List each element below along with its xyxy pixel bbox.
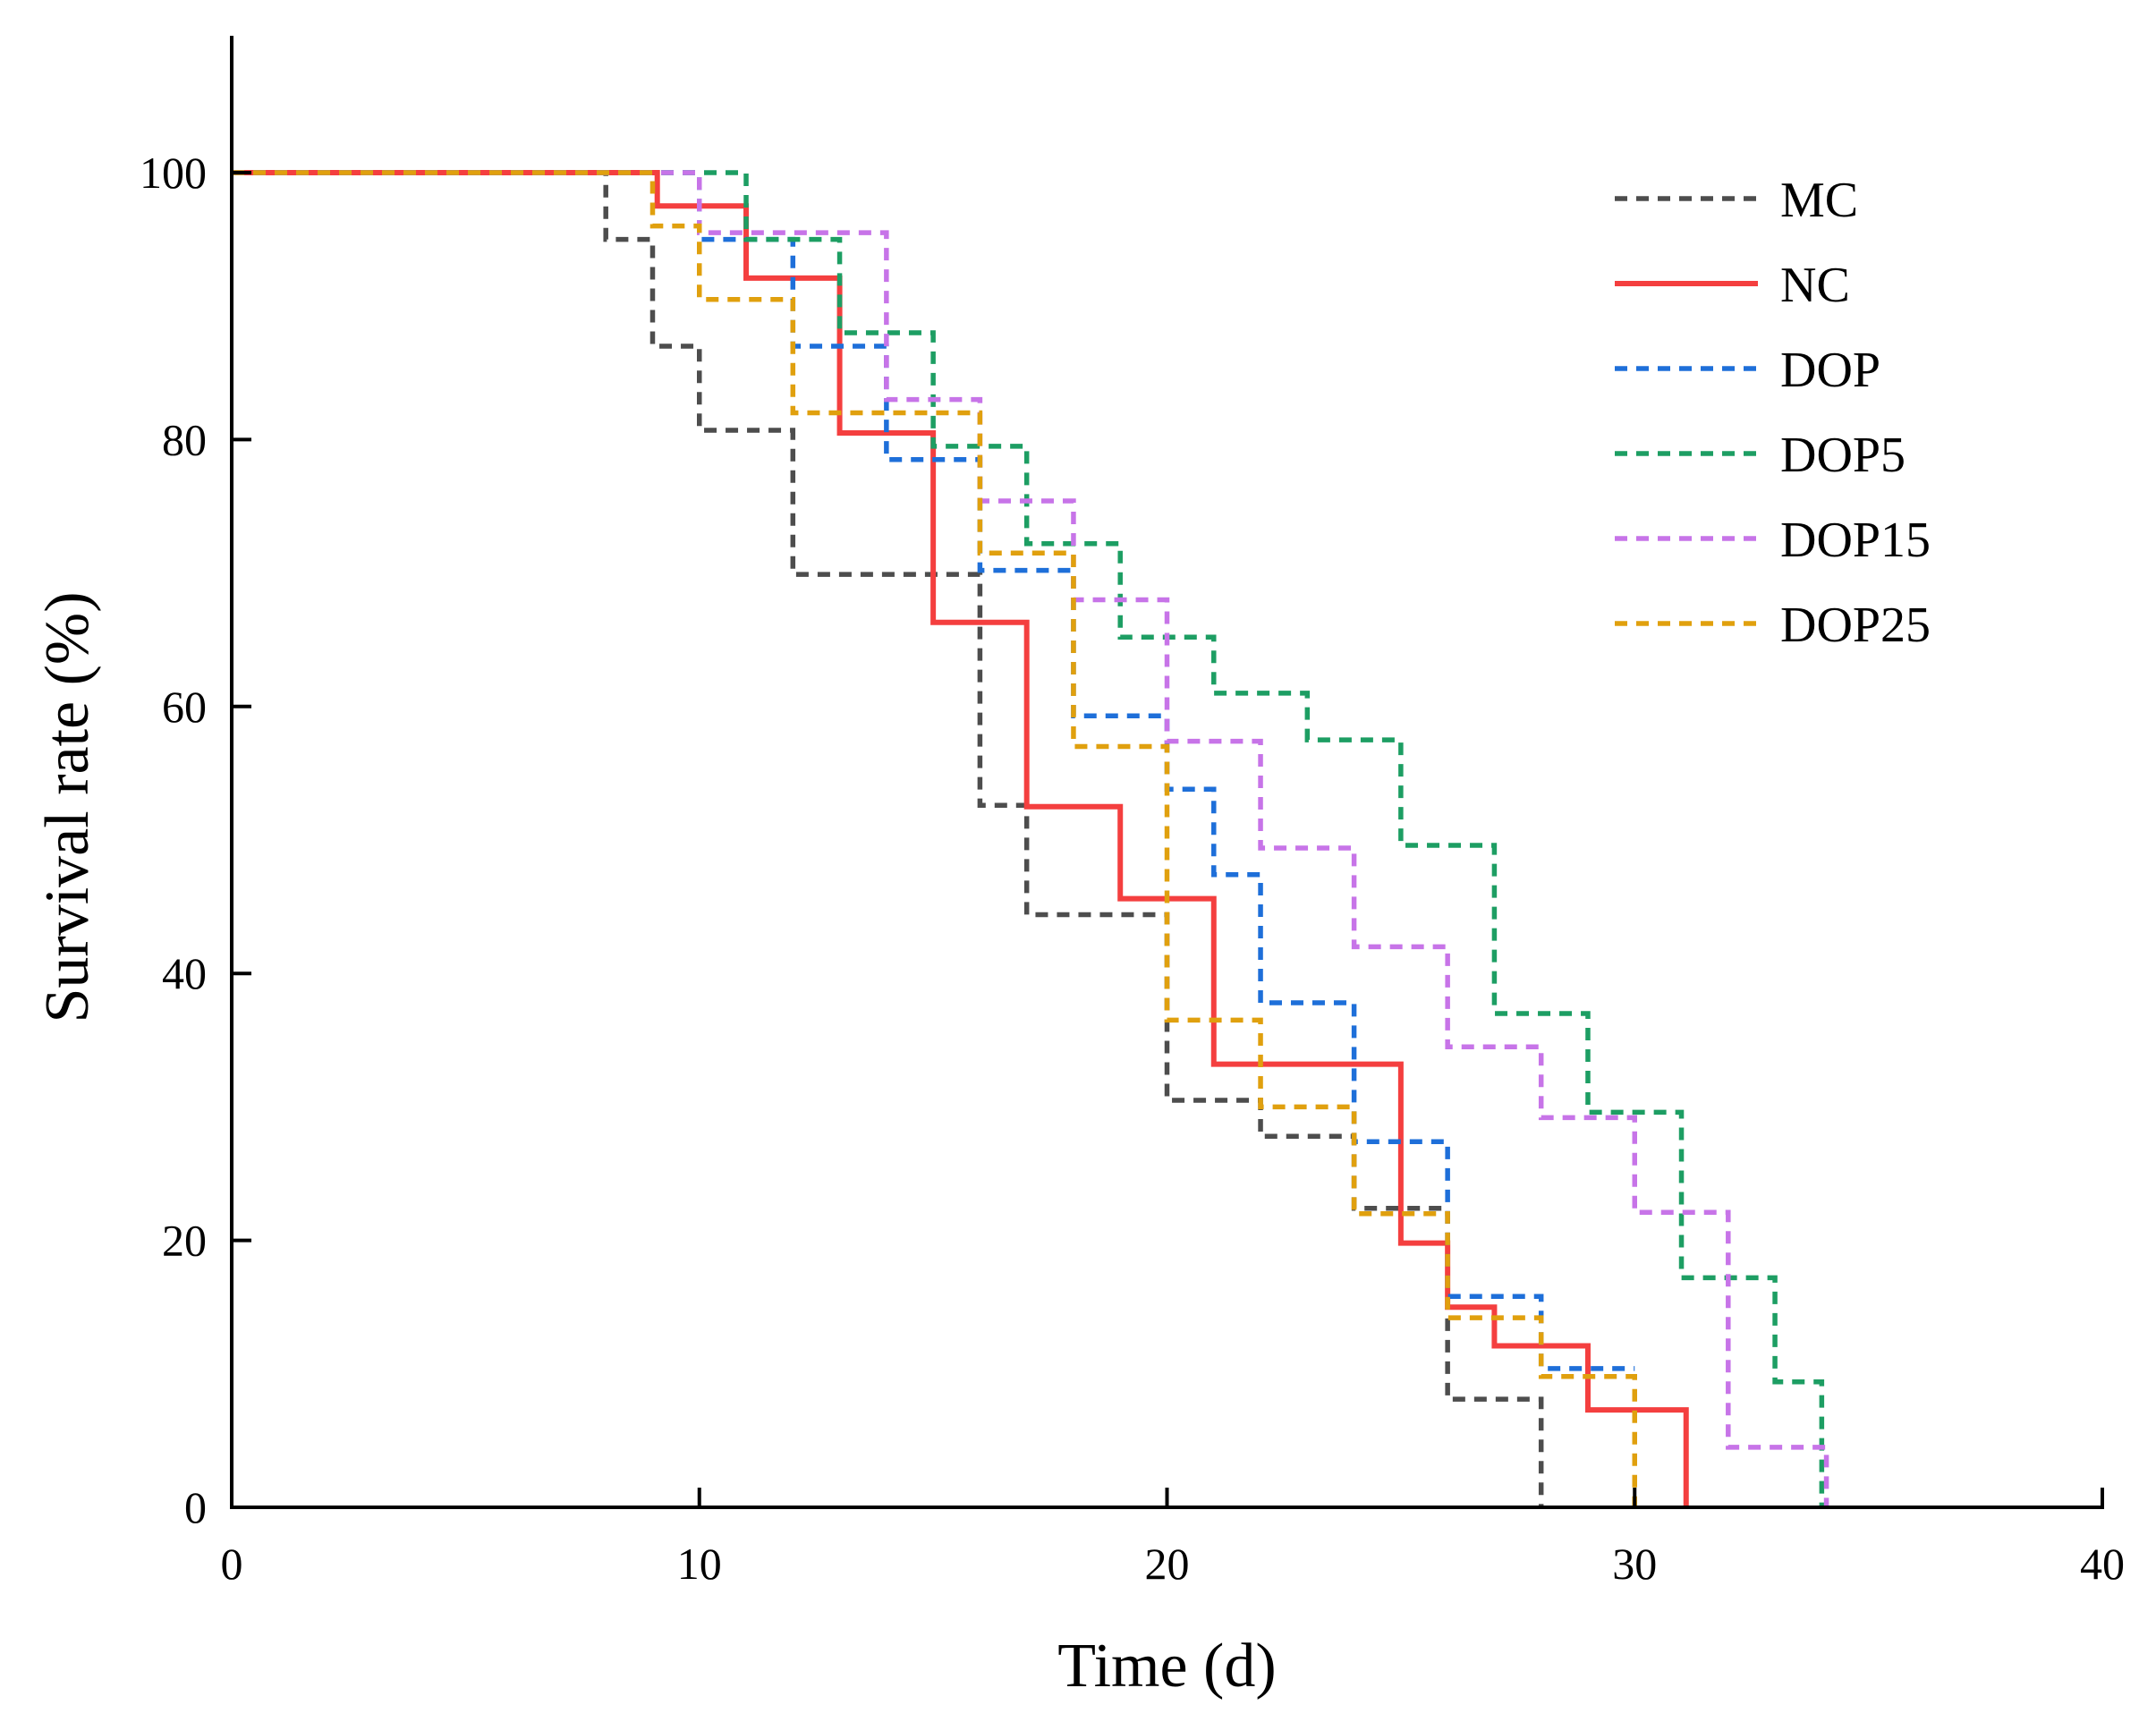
legend-label-dop5: DOP5 [1780,428,1906,483]
y-tick-label: 80 [162,414,207,464]
series-layer [232,170,1829,1507]
y-tick-label: 40 [162,948,207,998]
x-tick-label: 30 [1612,1539,1657,1589]
x-axis-title: Time (d) [1057,1632,1276,1701]
x-tick-label: 0 [221,1539,243,1589]
series-line-dop5 [232,170,1825,1507]
series-line-dop15 [232,170,1829,1507]
y-axis-title: Survival rate (%) [33,591,102,1022]
y-tick-label: 0 [184,1482,207,1532]
x-tick-label: 10 [677,1539,722,1589]
x-tick-label: 40 [2080,1539,2125,1589]
legend-label-dop25: DOP25 [1780,598,1931,653]
legend-label-dop: DOP [1780,343,1880,398]
legend: MC NC DOP DOP5 DOP15 DOP25 [1615,173,1931,653]
legend-label-dop15: DOP15 [1780,513,1931,568]
y-tick-label: 20 [162,1216,207,1266]
legend-label-mc: MC [1780,173,1858,228]
y-tick-label: 100 [140,148,207,198]
ticks-layer: 0 10 20 30 40 0 20 40 60 80 100 [140,148,2125,1589]
legend-label-nc: NC [1780,258,1850,313]
series-line-dop25 [232,170,1637,1507]
x-tick-label: 20 [1145,1539,1190,1589]
series-line-nc [232,170,1689,1507]
y-tick-label: 60 [162,682,207,732]
